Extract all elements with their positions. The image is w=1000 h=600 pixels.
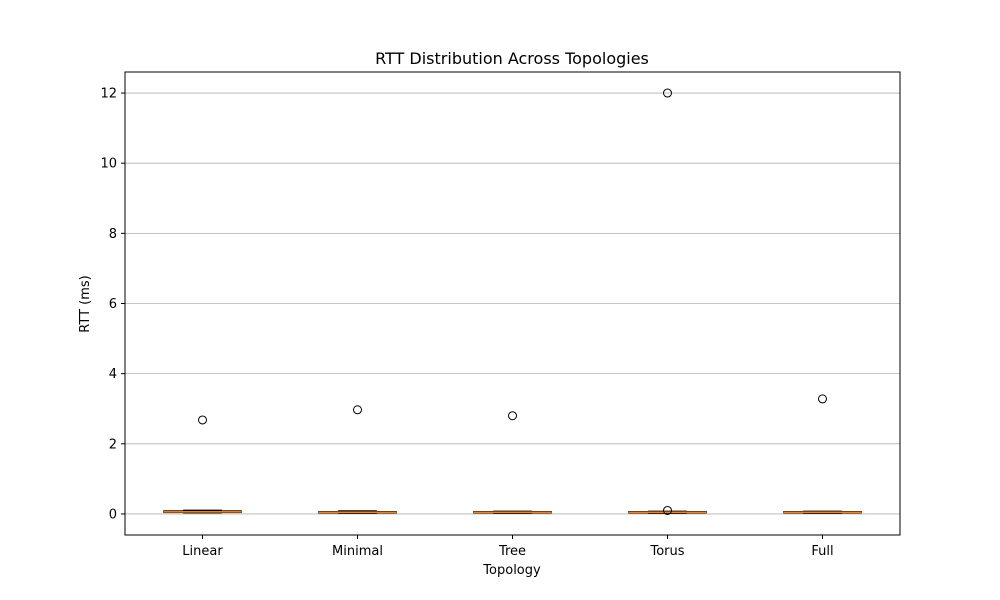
box-minimal — [318, 405, 397, 514]
chart-title: RTT Distribution Across Topologies — [375, 49, 649, 68]
x-tick-label: Linear — [182, 544, 223, 559]
y-tick-label: 8 — [109, 227, 117, 242]
grid — [125, 92, 900, 515]
y-axis-label: RTT (ms) — [78, 275, 93, 332]
box-tree — [473, 411, 552, 514]
y-tick-label: 12 — [100, 87, 117, 102]
y-tick-label: 2 — [109, 437, 117, 452]
outlier-point — [663, 505, 672, 515]
x-tick-label: Torus — [649, 544, 684, 559]
outlier-point — [818, 394, 827, 404]
y-tick-label: 6 — [109, 297, 117, 312]
x-tick-label: Full — [811, 544, 833, 559]
axes: 0 2 4 6 8 10 12 Linear Minimal Tree Torus Full — [100, 87, 833, 559]
y-tick-label: 4 — [109, 367, 117, 382]
y-tick-label: 0 — [109, 507, 117, 522]
outlier-point — [353, 405, 362, 415]
box-linear — [163, 415, 242, 514]
boxes — [163, 88, 862, 515]
box-torus — [628, 88, 707, 515]
x-axis-label: Topology — [482, 563, 541, 578]
outlier-point — [508, 411, 517, 421]
y-tick-label: 10 — [100, 157, 117, 172]
x-tick-label: Minimal — [332, 544, 383, 559]
outlier-point — [663, 88, 672, 98]
x-tick-label: Tree — [498, 544, 526, 559]
outlier-point — [198, 415, 207, 425]
box-full — [783, 394, 862, 514]
